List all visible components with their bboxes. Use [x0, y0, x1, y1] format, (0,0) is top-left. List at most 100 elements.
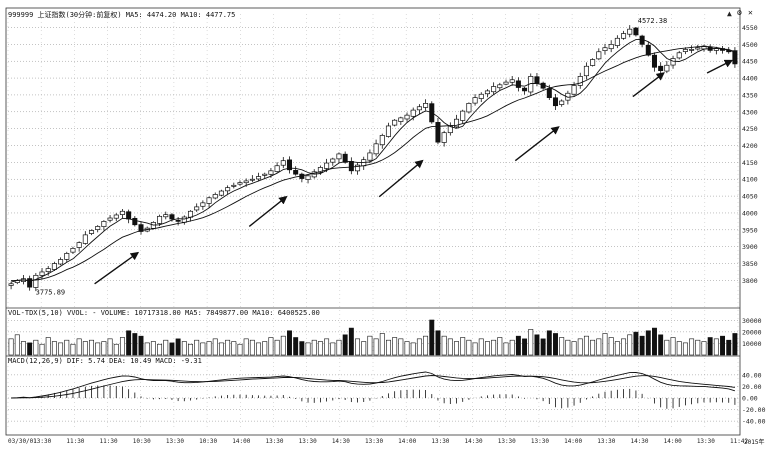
x-tick-label: 11:42 [730, 438, 748, 445]
candle-body [132, 217, 138, 226]
macd-tick-label: 40.00 [742, 371, 762, 379]
volume-bar [206, 341, 212, 356]
volume-bar [342, 334, 348, 356]
volume-bar [435, 330, 441, 356]
volume-bar [82, 341, 88, 356]
x-tick-label: 10:30 [199, 438, 217, 445]
candle-body [410, 109, 416, 117]
candle-body [373, 143, 379, 155]
volume-bar [713, 338, 719, 356]
volume-bar [169, 342, 175, 356]
volume-bar [243, 338, 249, 356]
gear-icon[interactable]: ⚙ [737, 8, 742, 17]
candle-body [676, 52, 682, 59]
volume-bar [27, 342, 33, 356]
candle-body [101, 221, 107, 227]
volume-bar [404, 341, 410, 356]
volume-bar [194, 339, 200, 356]
volume-bar [386, 339, 391, 356]
volume-bar [14, 334, 20, 356]
volume-bar [596, 338, 602, 356]
volume-bar [454, 341, 459, 356]
candle-body [534, 76, 540, 84]
candle-body [305, 175, 311, 180]
volume-bar [590, 339, 596, 356]
y-tick-label: 4000 [742, 209, 758, 217]
trend-arrow [706, 59, 734, 74]
volume-bar [707, 337, 713, 356]
candle-body [404, 114, 410, 120]
candle-body [732, 50, 738, 65]
volume-bar [528, 329, 534, 356]
candle-body [454, 118, 460, 128]
trend-arrow [248, 195, 288, 227]
up-arrow-icon[interactable]: ▲ [727, 9, 732, 18]
volume-bar [664, 339, 670, 356]
candle-body [58, 259, 64, 265]
candle-body [169, 214, 175, 220]
candle-body [268, 170, 274, 175]
volume-bar [447, 338, 453, 356]
trend-arrows [94, 59, 734, 285]
candle-body [45, 268, 51, 272]
candle-body [590, 59, 596, 66]
candle-body [293, 170, 299, 175]
candle-body [280, 160, 286, 166]
candle-body [336, 153, 342, 160]
candle-body [218, 190, 224, 196]
candle-body [596, 51, 602, 60]
volume-bar [237, 343, 243, 356]
volume-bar [497, 337, 503, 356]
volume-bar [478, 338, 484, 356]
volume-bar [689, 338, 695, 356]
candle-body [435, 122, 441, 143]
volume-bar [163, 339, 169, 356]
candle-body [212, 194, 218, 199]
candle-body [113, 214, 119, 219]
volume-bar [441, 335, 447, 356]
candle-body [8, 283, 14, 286]
chart-frame [5, 7, 741, 436]
volume-bar [126, 330, 132, 356]
volume-bar [583, 335, 589, 356]
vol-tick-label: 20000 [742, 328, 762, 336]
y-tick-label: 4350 [742, 91, 758, 99]
candle-body [70, 248, 76, 253]
volume-bar [8, 338, 14, 356]
x-tick-label: 14:30 [332, 438, 350, 445]
volume-bar [373, 338, 379, 356]
candle-body [515, 80, 521, 88]
candle-body [82, 234, 88, 244]
candle-body [89, 230, 95, 234]
y-tick-label: 4150 [742, 159, 758, 167]
candle-body [627, 28, 633, 35]
x-tick-label: 13:30 [431, 438, 449, 445]
volume-bar [33, 339, 39, 356]
trend-arrow [514, 126, 560, 162]
candle-body [670, 58, 676, 66]
candle-body [107, 217, 113, 221]
candle-body [614, 37, 620, 46]
candle-body [466, 103, 472, 113]
y-tick-label: 4200 [742, 142, 758, 150]
volume-bar [76, 338, 82, 356]
x-tick-label: 13:30 [531, 438, 549, 445]
macd-tick-label: -20.00 [742, 406, 766, 414]
close-icon[interactable]: ✕ [748, 8, 753, 17]
volume-bar [639, 335, 645, 356]
candle-body [503, 81, 509, 85]
volume-bar [633, 331, 639, 356]
candle-body [348, 161, 354, 172]
candle-body [51, 263, 57, 270]
volume-bar [720, 335, 725, 356]
y-tick-label: 3850 [742, 260, 758, 268]
volume-bar [565, 339, 571, 356]
candle-body [689, 49, 695, 51]
volume-bar [553, 333, 558, 356]
candle-body [256, 176, 262, 180]
volume-bar [274, 339, 280, 356]
volume-bar [95, 342, 101, 356]
volume-bar [144, 342, 150, 356]
candle-body [138, 224, 144, 232]
